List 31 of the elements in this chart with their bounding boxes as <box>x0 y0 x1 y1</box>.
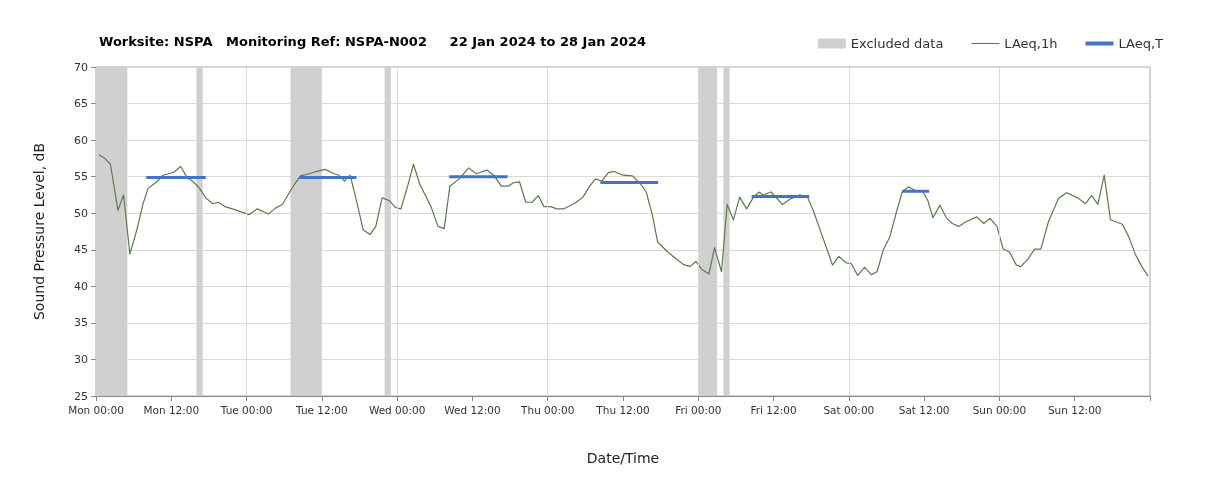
y-tick-label: 25 <box>74 389 88 403</box>
y-tick-label: 40 <box>74 279 88 293</box>
x-tick-label: Tue 12:00 <box>295 403 348 416</box>
y-axis-title: Sound Pressure Level, dB <box>31 142 47 321</box>
x-tick-label: Thu 00:00 <box>520 403 575 416</box>
x-tick-label: Sat 00:00 <box>823 403 875 416</box>
line-series <box>98 154 1149 277</box>
y-tick-label: 45 <box>74 243 88 257</box>
x-tick-label: Mon 00:00 <box>68 403 124 416</box>
x-tick-label: Wed 00:00 <box>368 403 426 416</box>
y-tick-label: 65 <box>74 97 88 111</box>
legend-label: LAeq,1h <box>1004 36 1058 51</box>
x-tick-label: Fri 00:00 <box>675 403 722 416</box>
y-tick-label: 70 <box>74 60 88 74</box>
x-tick-label: Fri 12:00 <box>750 403 797 416</box>
y-tick-label: 60 <box>74 133 88 147</box>
x-tick-label: Sun 00:00 <box>972 403 1027 416</box>
y-tick-label: 55 <box>74 170 88 184</box>
y-tick-label: 50 <box>74 206 88 220</box>
x-tick-label: Sat 12:00 <box>898 403 950 416</box>
y-tick-label: 35 <box>74 316 88 330</box>
legend-label: LAeq,T <box>1118 36 1164 51</box>
legend-label: Excluded data <box>850 36 944 51</box>
x-tick-label: Thu 12:00 <box>595 403 650 416</box>
x-axis-title: Date/Time <box>586 450 660 466</box>
x-tick-label: Tue 00:00 <box>219 403 273 416</box>
x-tick-label: Wed 12:00 <box>444 403 501 416</box>
y-tick-label: 30 <box>74 352 88 366</box>
x-tick-label: Sun 12:00 <box>1047 403 1102 416</box>
x-tick-label: Mon 12:00 <box>143 403 200 416</box>
chart-title: Worksite: NSPA Monitoring Ref: NSPA-N002 22 Jan 2024 to 28 Jan 2024 <box>99 34 647 49</box>
